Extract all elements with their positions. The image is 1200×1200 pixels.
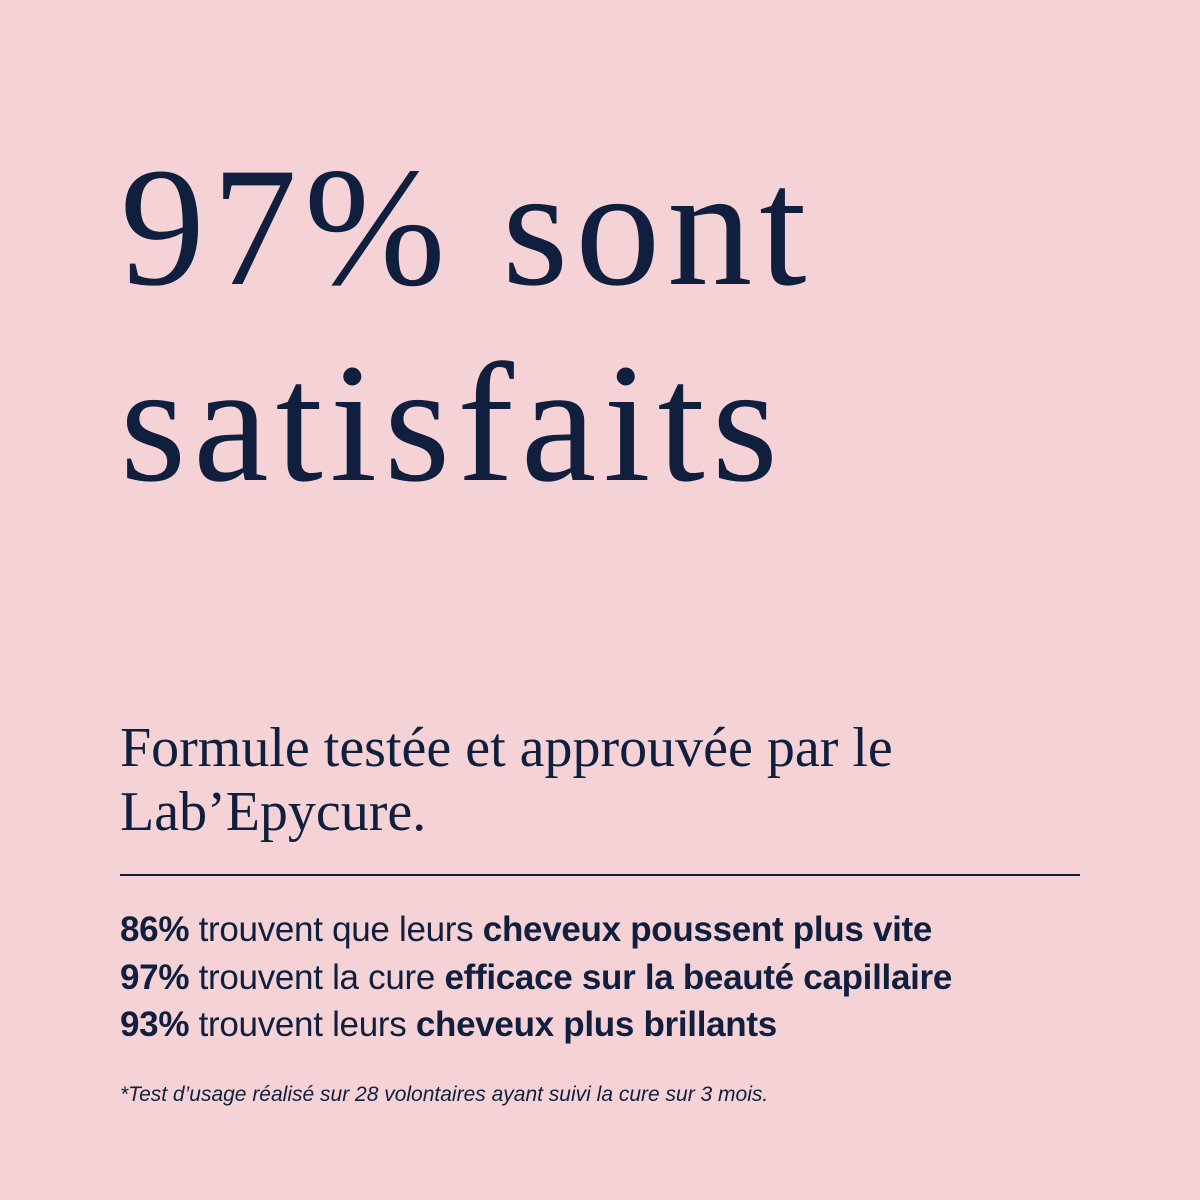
stat-text: trouvent la cure xyxy=(189,957,445,997)
stats-list: 86% trouvent que leurs cheveux poussent … xyxy=(120,906,952,1049)
stat-highlight: efficace sur la beauté capillaire xyxy=(444,957,953,997)
subtitle-line-1: Formule testée et approuvée par le xyxy=(120,717,893,779)
stat-highlight: cheveux poussent plus vite xyxy=(482,910,933,949)
stat-item: 86% trouvent que leurs cheveux poussent … xyxy=(120,906,952,954)
stat-item: 93% trouvent leurs cheveux plus brillant… xyxy=(120,1001,952,1049)
stat-percent: 97% xyxy=(120,957,190,997)
footnote: *Test d’usage réalisé sur 28 volontaires… xyxy=(120,1083,769,1106)
headline-line-1: 97% sont xyxy=(120,133,814,321)
stat-percent: 86% xyxy=(120,910,190,949)
headline: 97% sont satisfaits xyxy=(120,130,814,521)
stat-percent: 93% xyxy=(120,1005,190,1044)
stat-highlight: cheveux plus brillants xyxy=(415,1005,777,1044)
stat-item: 97% trouvent la cure efficace sur la bea… xyxy=(120,954,952,1002)
subtitle: Formule testée et approuvée par le Lab’E… xyxy=(120,716,1080,845)
subtitle-line-2: Lab’Epycure. xyxy=(120,781,427,844)
stat-text: trouvent leurs xyxy=(189,1005,416,1044)
stat-text: trouvent que leurs xyxy=(189,910,483,949)
headline-line-2: satisfaits xyxy=(120,328,785,517)
divider xyxy=(120,874,1080,876)
